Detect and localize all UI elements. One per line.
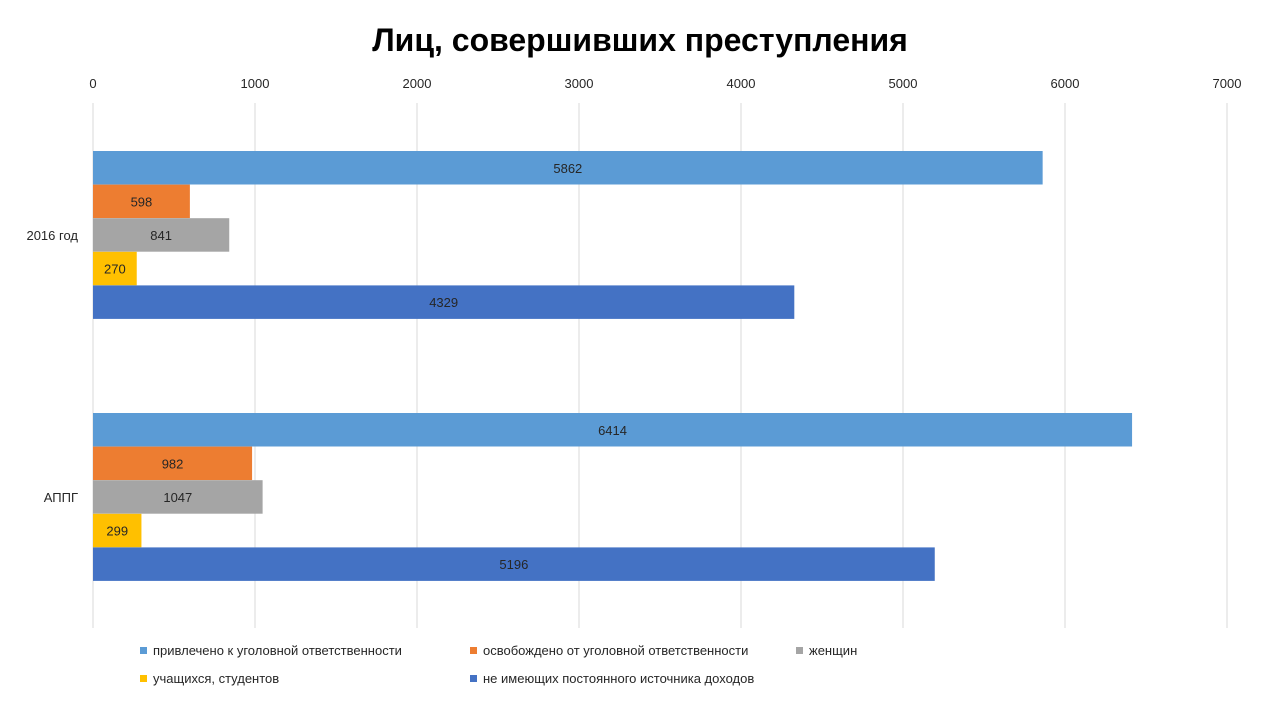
legend-label-1: освобождено от уголовной ответственности — [483, 642, 749, 658]
x-tick-label-4: 4000 — [727, 76, 756, 91]
legend-item-2: женщин — [796, 643, 857, 658]
bar-1-2 — [93, 480, 263, 514]
legend-item-4: не имеющих постоянного источника доходов — [470, 671, 754, 686]
legend: привлечено к уголовной ответственности о… — [140, 636, 1040, 692]
chart-title: Лиц, совершивших преступления — [372, 22, 908, 58]
bar-1-4 — [93, 547, 935, 581]
x-tick-label-6: 6000 — [1051, 76, 1080, 91]
legend-swatch-2 — [796, 646, 803, 654]
legend-row-1: привлечено к уголовной ответственности о… — [140, 636, 1040, 664]
x-tick-label-7: 7000 — [1213, 76, 1242, 91]
data-label-0-0: 5862 — [553, 161, 582, 176]
legend-row-2: учащихся, студентов не имеющих постоянно… — [140, 664, 1040, 692]
x-tick-label-1: 1000 — [241, 76, 270, 91]
bar-1-3 — [93, 513, 142, 548]
data-label-0-4: 4329 — [429, 295, 458, 310]
bar-1-0 — [93, 413, 1133, 447]
bar-0-2 — [93, 218, 230, 252]
category-label-0: 2016 год — [26, 228, 78, 243]
data-label-1-3: 299 — [106, 524, 128, 539]
category-label-1: АППГ — [44, 490, 78, 505]
legend-label-2: женщин — [809, 642, 858, 658]
data-label-1-2: 1047 — [163, 490, 192, 505]
bar-0-3 — [93, 251, 137, 286]
data-label-0-1: 598 — [131, 194, 153, 209]
x-tick-label-3: 3000 — [565, 76, 594, 91]
legend-label-4: не имеющих постоянного источника доходов — [483, 670, 755, 686]
legend-item-3: учащихся, студентов — [140, 671, 470, 686]
data-label-1-0: 6414 — [598, 423, 627, 438]
data-label-0-2: 841 — [150, 228, 172, 243]
bar-0-0 — [93, 151, 1043, 185]
legend-swatch-4 — [470, 674, 477, 682]
legend-item-0: привлечено к уголовной ответственности — [140, 643, 470, 658]
x-tick-label-0: 0 — [89, 76, 96, 91]
bar-0-1 — [93, 184, 190, 219]
legend-item-1: освобождено от уголовной ответственности — [470, 643, 796, 658]
legend-swatch-0 — [140, 646, 147, 654]
bar-0-4 — [93, 285, 795, 319]
x-tick-label-5: 5000 — [889, 76, 918, 91]
data-label-0-3: 270 — [104, 262, 126, 277]
data-label-1-1: 982 — [162, 456, 184, 471]
legend-swatch-1 — [470, 646, 477, 654]
legend-label-3: учащихся, студентов — [153, 670, 280, 686]
data-label-1-4: 5196 — [499, 557, 528, 572]
x-tick-label-2: 2000 — [403, 76, 432, 91]
legend-swatch-3 — [140, 674, 147, 682]
legend-label-0: привлечено к уголовной ответственности — [153, 642, 402, 658]
bar-1-1 — [93, 446, 253, 481]
